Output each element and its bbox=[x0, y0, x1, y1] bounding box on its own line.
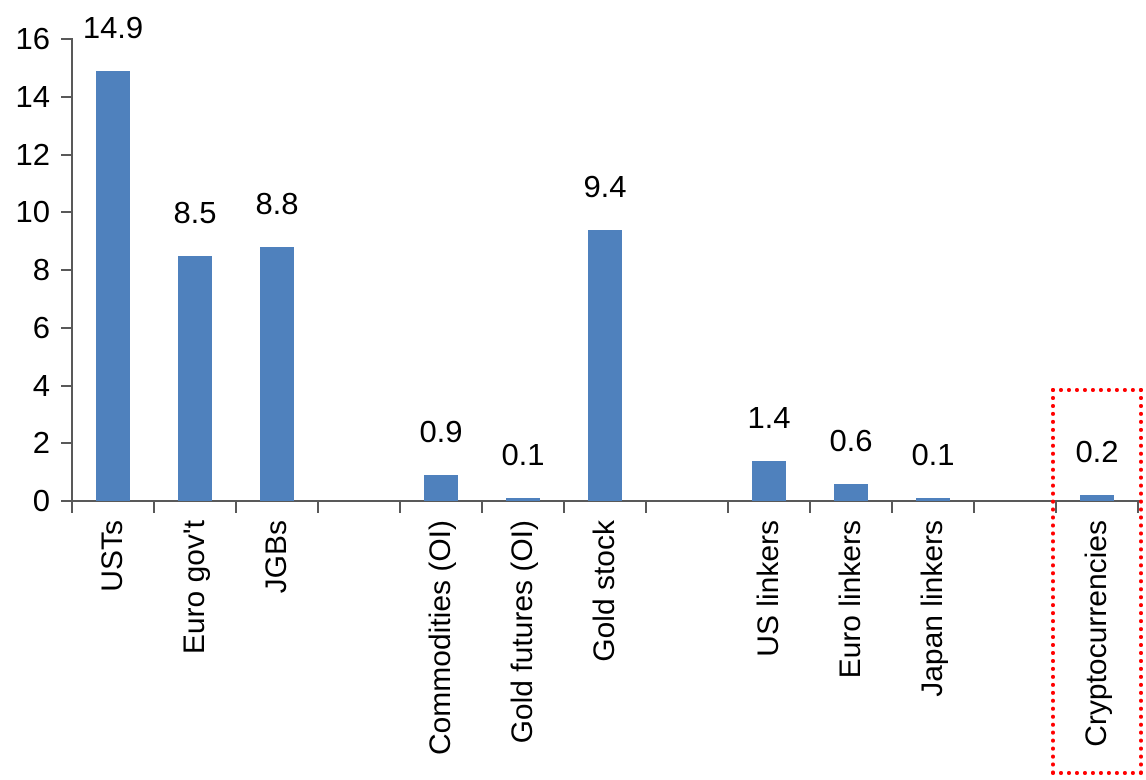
bar bbox=[506, 498, 540, 501]
y-tick-label: 8 bbox=[32, 252, 50, 287]
y-tick-label: 12 bbox=[15, 136, 50, 172]
category-label-wrap: US linkers bbox=[728, 520, 810, 780]
category-label: USTs bbox=[95, 520, 129, 592]
x-tick-mark bbox=[153, 501, 155, 513]
y-tick-label: 16 bbox=[15, 21, 50, 56]
y-tick-label: 4 bbox=[32, 367, 50, 403]
y-tick-label: 2 bbox=[32, 425, 50, 461]
bar bbox=[588, 229, 622, 501]
y-tick-mark bbox=[61, 153, 72, 156]
bar bbox=[834, 483, 868, 501]
value-label: 0.2 bbox=[1075, 434, 1119, 470]
category-label: Japan linkers bbox=[915, 520, 949, 697]
y-tick-mark bbox=[61, 38, 72, 40]
y-tick-label: 14 bbox=[15, 78, 50, 114]
y-axis-line bbox=[71, 38, 73, 513]
y-tick-mark bbox=[61, 326, 72, 329]
x-tick-mark bbox=[399, 501, 401, 513]
x-tick-mark bbox=[891, 501, 893, 513]
x-tick-mark bbox=[727, 501, 729, 513]
bar bbox=[178, 255, 212, 501]
value-label: 8.5 bbox=[173, 194, 217, 230]
y-tick-mark bbox=[61, 211, 72, 214]
category-label: JGBs bbox=[259, 520, 293, 594]
x-tick-mark bbox=[563, 501, 565, 513]
category-label-wrap: USTs bbox=[72, 520, 154, 780]
bar bbox=[916, 498, 950, 501]
value-label: 1.4 bbox=[747, 399, 791, 435]
category-label: US linkers bbox=[751, 520, 785, 657]
x-tick-mark bbox=[71, 501, 73, 513]
category-label: Commodities (OI) bbox=[423, 520, 457, 756]
bar bbox=[260, 246, 294, 501]
x-tick-mark bbox=[1137, 501, 1139, 513]
category-label: Gold futures (OI) bbox=[505, 520, 539, 744]
y-tick-mark bbox=[61, 442, 72, 445]
category-label-wrap: Euro gov't bbox=[154, 520, 236, 780]
bar bbox=[1080, 495, 1114, 501]
category-label-wrap: Commodities (OI) bbox=[400, 520, 482, 780]
y-tick-label: 6 bbox=[32, 309, 50, 345]
y-tick-mark bbox=[61, 384, 72, 387]
x-tick-mark bbox=[809, 501, 811, 513]
x-tick-mark bbox=[481, 501, 483, 513]
category-label-wrap: Gold stock bbox=[564, 520, 646, 780]
category-label-wrap: JGBs bbox=[236, 520, 318, 780]
x-tick-mark bbox=[235, 501, 237, 513]
category-label: Euro linkers bbox=[833, 520, 867, 679]
x-tick-mark bbox=[645, 501, 647, 513]
bar bbox=[752, 460, 786, 501]
value-label: 0.6 bbox=[829, 422, 873, 458]
value-label: 9.4 bbox=[583, 168, 627, 204]
category-label: Euro gov't bbox=[177, 520, 211, 655]
highlight-box bbox=[1051, 388, 1143, 775]
value-label: 8.8 bbox=[255, 185, 299, 221]
value-label: 0.9 bbox=[419, 414, 463, 449]
y-tick-label: 0 bbox=[32, 483, 50, 518]
value-label: 14.9 bbox=[82, 9, 144, 45]
category-label-wrap: Japan linkers bbox=[892, 520, 974, 780]
y-tick-mark bbox=[61, 500, 72, 502]
y-tick-label: 10 bbox=[15, 194, 50, 230]
category-label-wrap: Gold futures (OI) bbox=[482, 520, 564, 780]
bar bbox=[424, 475, 458, 501]
bar bbox=[96, 70, 130, 501]
value-label: 0.1 bbox=[501, 437, 545, 473]
value-label: 0.1 bbox=[911, 437, 955, 473]
category-label-wrap: Euro linkers bbox=[810, 520, 892, 780]
y-tick-mark bbox=[61, 269, 72, 271]
y-tick-mark bbox=[61, 95, 72, 98]
x-axis-line bbox=[71, 500, 1140, 502]
x-tick-mark bbox=[973, 501, 975, 513]
x-tick-mark bbox=[317, 501, 319, 513]
x-tick-mark bbox=[1055, 501, 1057, 513]
category-label: Gold stock bbox=[587, 520, 621, 662]
